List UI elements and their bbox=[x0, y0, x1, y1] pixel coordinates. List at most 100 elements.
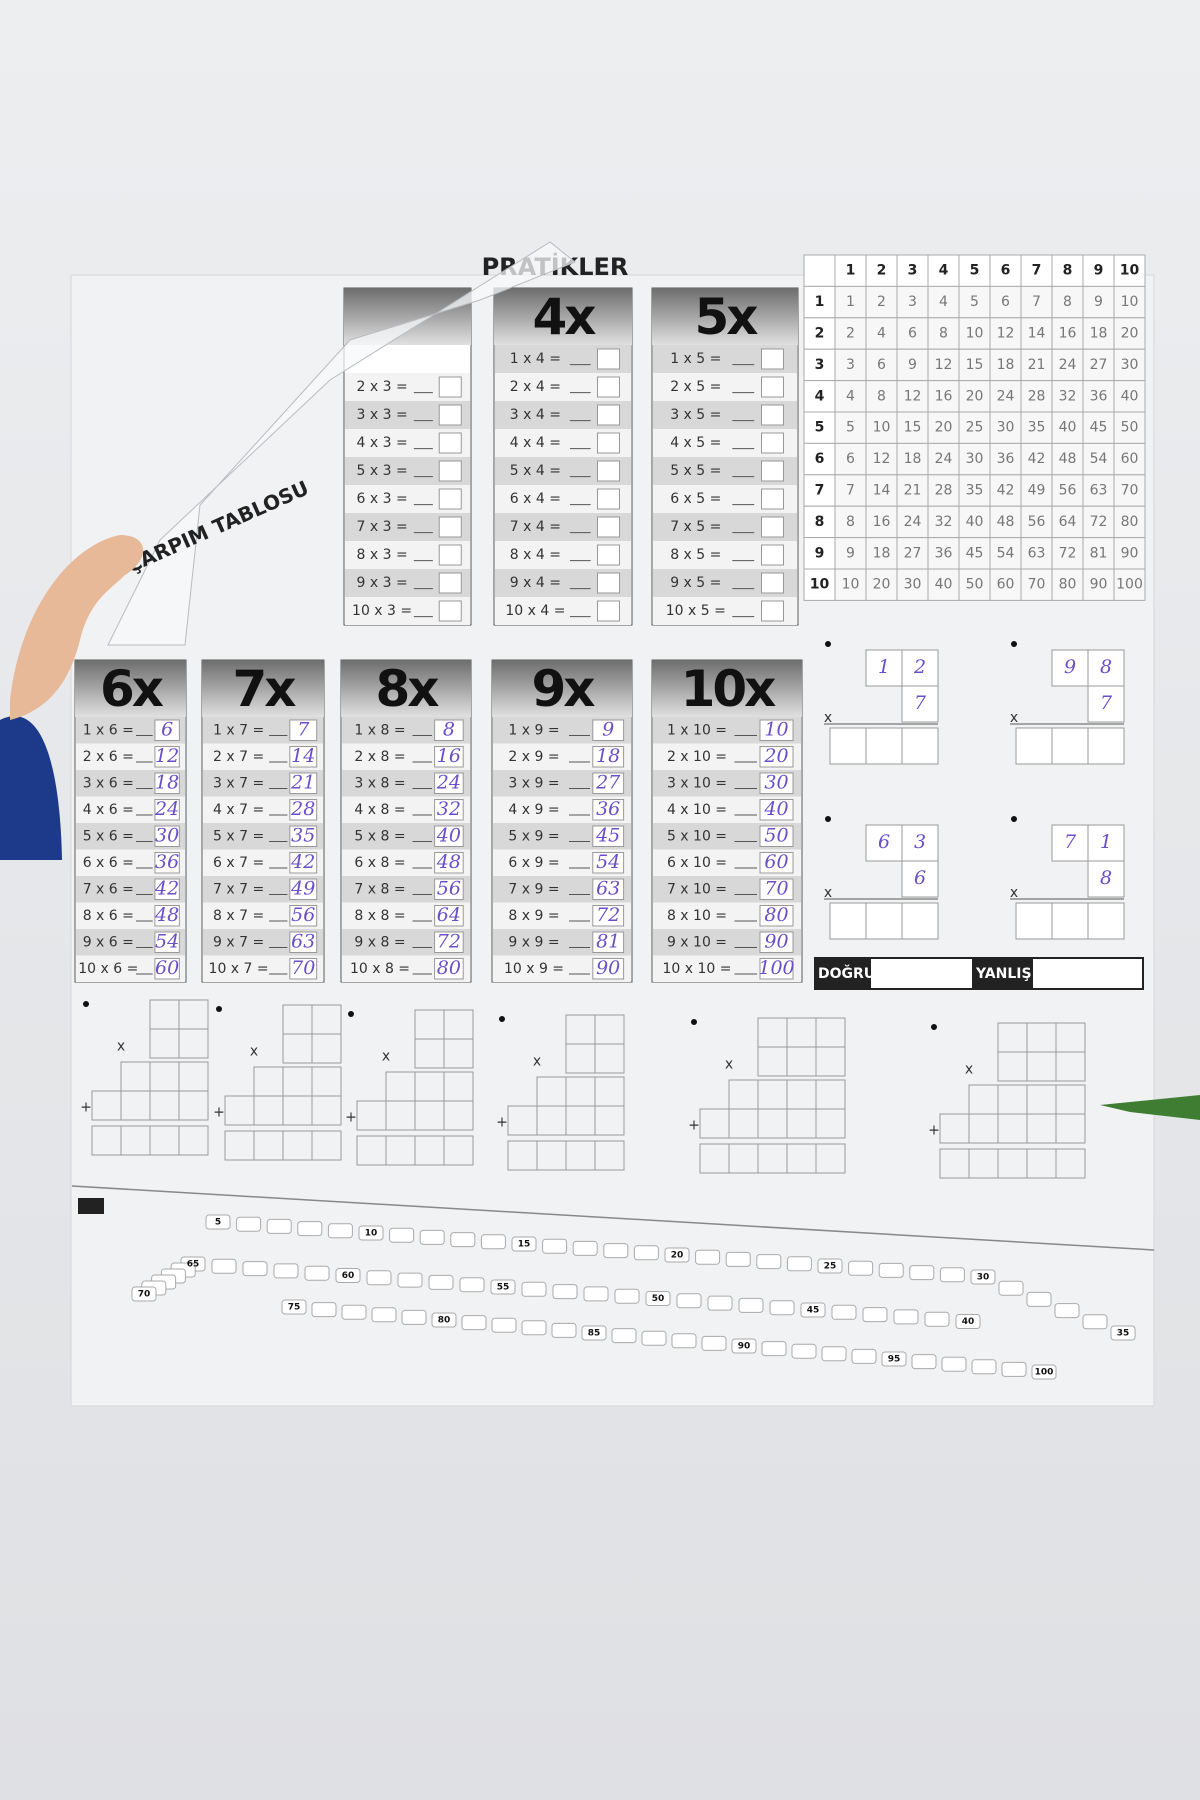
answer-box bbox=[761, 348, 784, 370]
grid-cell bbox=[1082, 474, 1115, 507]
answer-box bbox=[154, 878, 180, 900]
grid-value: 36 bbox=[1090, 388, 1108, 404]
wagon bbox=[998, 1280, 1024, 1296]
answer-box bbox=[438, 404, 462, 426]
grid-cell bbox=[1051, 411, 1084, 444]
grid-cell bbox=[1020, 568, 1053, 601]
grid-cell bbox=[896, 474, 929, 507]
bullet bbox=[1011, 641, 1017, 647]
grid-header: 7 bbox=[1032, 263, 1042, 279]
plus-sign: + bbox=[496, 1114, 508, 1130]
train-number: 40 bbox=[962, 1317, 975, 1327]
answer-box bbox=[1087, 902, 1125, 940]
train-number: 65 bbox=[187, 1260, 200, 1270]
equation: 7 x 8 = bbox=[354, 881, 405, 897]
handwritten-answer: 70 bbox=[764, 877, 788, 899]
grid-cell bbox=[803, 285, 836, 319]
grid-value: 63 bbox=[1028, 545, 1046, 561]
equation: 8 x 10 = bbox=[667, 908, 727, 924]
grid-header: 8 bbox=[1063, 263, 1073, 279]
handwritten-digit: 7 bbox=[914, 692, 927, 714]
handwritten-digit: 6 bbox=[914, 867, 926, 889]
answer-box bbox=[438, 376, 462, 398]
train-number: 95 bbox=[888, 1355, 901, 1365]
grid-cell bbox=[958, 285, 991, 319]
grid-cell bbox=[927, 411, 960, 444]
train-number: 35 bbox=[1117, 1329, 1130, 1339]
grid-cell bbox=[1082, 411, 1115, 444]
grid-value: 100 bbox=[1116, 577, 1143, 593]
answer-box bbox=[592, 825, 625, 847]
grid-cell bbox=[1113, 348, 1146, 382]
equation: 2 x 10 = bbox=[667, 749, 727, 765]
grid-cell bbox=[958, 505, 991, 539]
answer-box bbox=[865, 727, 903, 765]
train-number: 45 bbox=[807, 1306, 820, 1316]
bullet bbox=[83, 1001, 89, 1007]
grid-value: 5 bbox=[970, 294, 979, 310]
handwritten-answer: 27 bbox=[595, 771, 621, 793]
grid-value: 16 bbox=[935, 388, 953, 404]
grid-cell bbox=[1113, 442, 1146, 476]
answer-box bbox=[759, 905, 794, 927]
wagon bbox=[304, 1265, 330, 1281]
score-wrong: YANLIŞ: bbox=[975, 966, 1037, 982]
wagon bbox=[881, 1351, 907, 1367]
equation: 4 x 10 = bbox=[667, 802, 727, 818]
answer-box bbox=[759, 825, 794, 847]
wagon bbox=[707, 1295, 733, 1311]
grid-cell bbox=[1082, 537, 1115, 570]
grid-cell bbox=[1020, 254, 1053, 287]
train-number: 80 bbox=[438, 1316, 451, 1326]
handwritten-answer: 100 bbox=[758, 957, 794, 979]
grid-value: 24 bbox=[1059, 357, 1077, 373]
handwritten-answer: 20 bbox=[763, 745, 788, 767]
plus-sign: + bbox=[688, 1117, 700, 1133]
wagon bbox=[603, 1243, 629, 1259]
table-header-bg bbox=[341, 660, 471, 717]
handwritten-answer: 80 bbox=[764, 904, 788, 926]
handwritten-digit: 6 bbox=[878, 831, 890, 853]
grid-cell bbox=[834, 317, 867, 350]
answer-box bbox=[434, 719, 464, 741]
wagon bbox=[551, 1322, 577, 1338]
grid-header: 4 bbox=[815, 388, 825, 404]
wagon bbox=[480, 1234, 506, 1250]
grid-cell bbox=[1051, 474, 1084, 507]
wagon bbox=[671, 1333, 697, 1349]
grid-value: 12 bbox=[873, 451, 891, 467]
answer-box bbox=[592, 852, 625, 874]
bullet bbox=[1011, 816, 1017, 822]
grid-value: 9 bbox=[1094, 294, 1103, 310]
wagon bbox=[1001, 1361, 1027, 1377]
answer-box bbox=[592, 746, 625, 768]
handwritten-digit: 3 bbox=[914, 831, 926, 853]
answer-box bbox=[597, 460, 620, 482]
grid-value: 20 bbox=[966, 388, 984, 404]
wagon bbox=[542, 1238, 568, 1254]
equation: 8 x 5 = bbox=[670, 547, 721, 563]
wagon bbox=[459, 1277, 485, 1293]
table-header-bg bbox=[75, 660, 186, 717]
handwritten-answer: 35 bbox=[291, 824, 315, 846]
multiply-sign: x bbox=[1010, 885, 1018, 901]
wagon bbox=[821, 1346, 847, 1362]
handwritten-answer: 80 bbox=[437, 957, 461, 979]
grid-cell bbox=[989, 442, 1022, 476]
handwritten-answer: 10 bbox=[764, 718, 788, 740]
equation: 7 x 6 = bbox=[83, 881, 134, 897]
grid-value: 64 bbox=[1059, 514, 1077, 530]
handwritten-digit: 7 bbox=[1064, 831, 1077, 853]
answer-box bbox=[829, 727, 867, 765]
wagon bbox=[756, 1254, 782, 1270]
plus-sign: + bbox=[80, 1099, 92, 1115]
plus-sign: + bbox=[345, 1109, 357, 1125]
grid-value: 60 bbox=[1121, 451, 1139, 467]
equation: 8 x 9 = bbox=[508, 908, 559, 924]
wagon bbox=[490, 1279, 516, 1295]
grid-cell bbox=[834, 411, 867, 444]
handwritten-answer: 6 bbox=[161, 718, 173, 740]
score-correct: DOĞRU: bbox=[818, 964, 881, 982]
score-label-bg bbox=[815, 958, 871, 989]
